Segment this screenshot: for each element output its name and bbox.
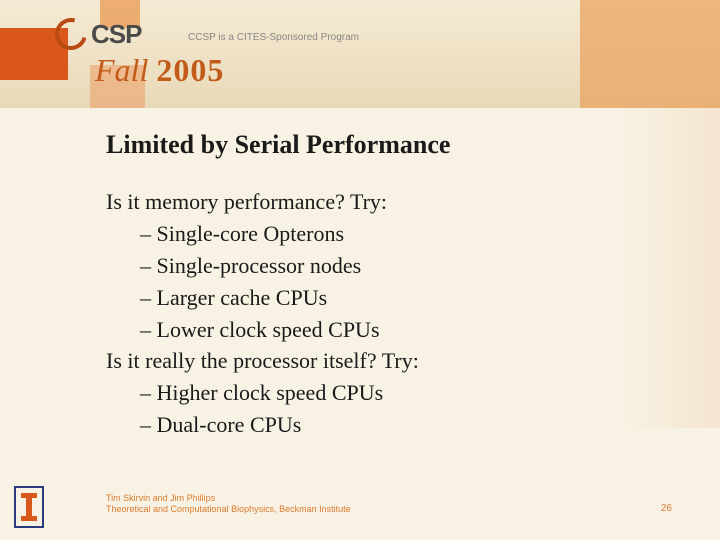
fall-text: Fall [95, 52, 148, 88]
question-2: Is it really the processor itself? Try: [106, 345, 646, 377]
list-item: – Larger cache CPUs [106, 282, 646, 314]
list-item: – Single-processor nodes [106, 250, 646, 282]
illinois-logo-icon [14, 486, 44, 528]
ccsp-c-icon [49, 12, 93, 56]
page-number: 26 [661, 503, 672, 514]
slide-content: Limited by Serial Performance Is it memo… [106, 130, 646, 441]
decor-orange-right [580, 0, 720, 108]
list-item: – Higher clock speed CPUs [106, 377, 646, 409]
list-item: – Single-core Opterons [106, 218, 646, 250]
header-background: CSP CCSP is a CITES-Sponsored Program Fa… [0, 0, 720, 108]
year-text: 2005 [156, 52, 224, 88]
conference-label: Fall 2005 [95, 52, 224, 89]
ccsp-tagline: CCSP is a CITES-Sponsored Program [188, 32, 359, 43]
footer-line-1: Tim Skirvin and Jim Phillips [106, 493, 351, 505]
question-1: Is it memory performance? Try: [106, 186, 646, 218]
ccsp-logo-text: CSP [91, 19, 141, 50]
slide-body: Is it memory performance? Try: – Single-… [106, 186, 646, 441]
footer-authors: Tim Skirvin and Jim Phillips Theoretical… [106, 493, 351, 516]
slide-title: Limited by Serial Performance [106, 130, 646, 160]
illinois-i-shape [26, 493, 32, 521]
list-item: – Dual-core CPUs [106, 409, 646, 441]
ccsp-logo: CSP [55, 18, 141, 50]
footer-line-2: Theoretical and Computational Biophysics… [106, 504, 351, 516]
list-item: – Lower clock speed CPUs [106, 314, 646, 346]
